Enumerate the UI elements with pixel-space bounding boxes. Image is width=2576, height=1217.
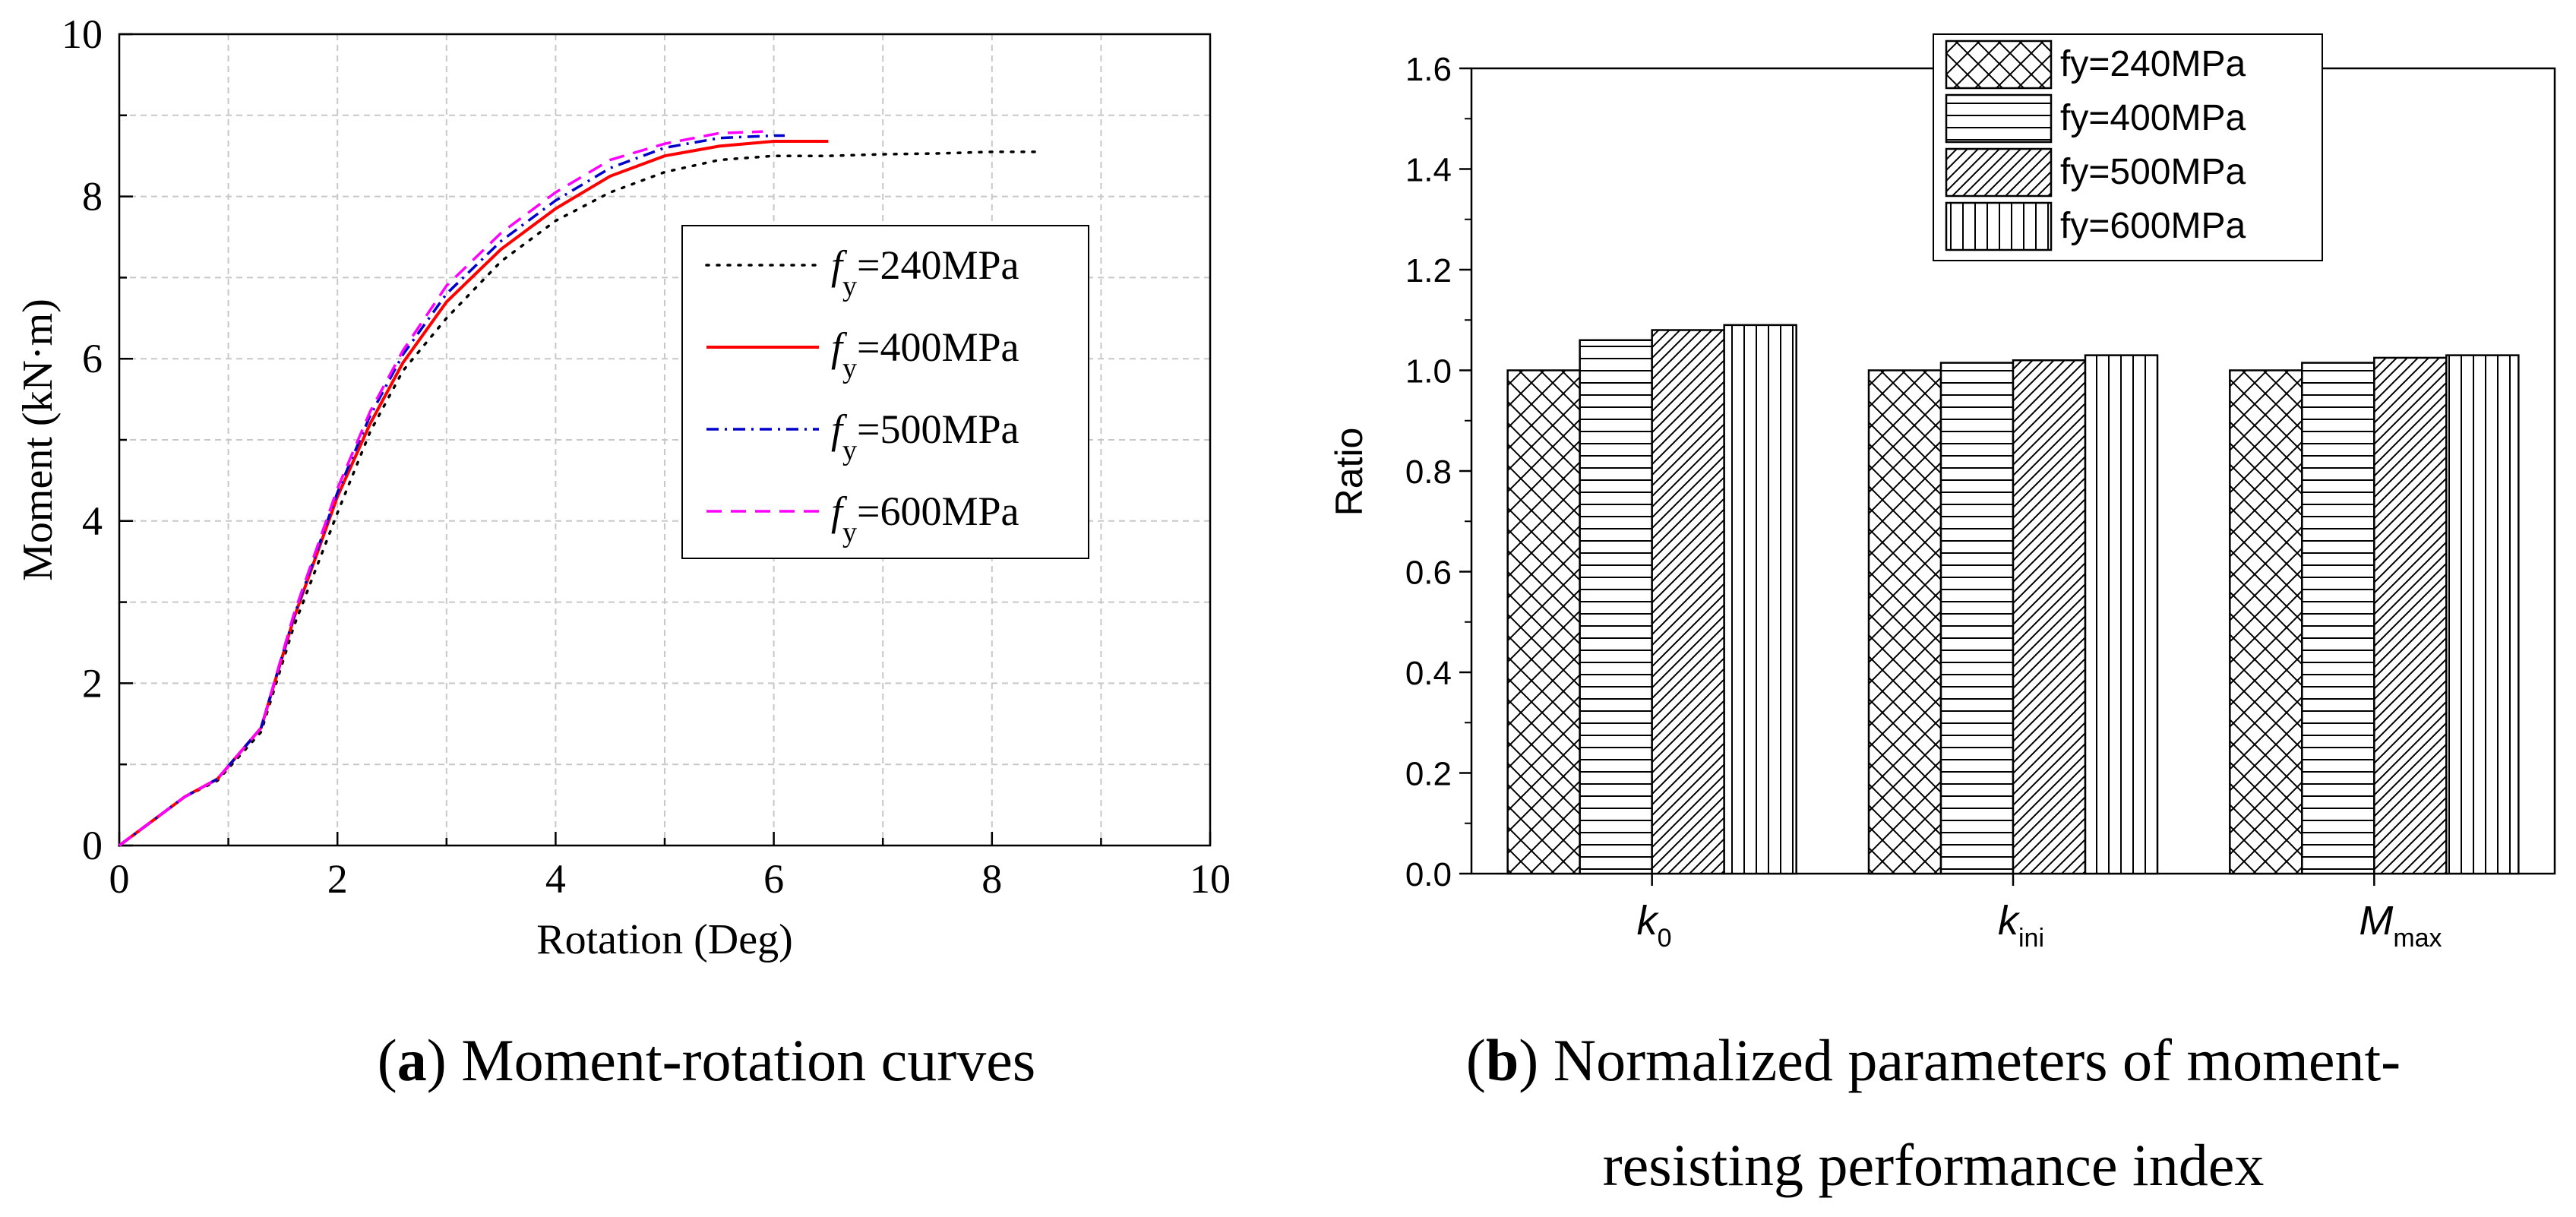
y-tick-label: 0.0 xyxy=(1405,856,1452,893)
legend-swatch xyxy=(1945,147,2053,198)
caption-b-line2: resisting performance index xyxy=(1603,1132,2265,1198)
bars xyxy=(1506,324,2520,875)
y-tick-label: 8 xyxy=(82,174,103,220)
series-line-fy240mpa xyxy=(118,150,1037,847)
legend-label: fy=600MPa xyxy=(2060,206,2246,246)
legend-swatch xyxy=(1945,201,2053,251)
x-category-label: kini xyxy=(1998,898,2044,953)
x-tick-label: 0 xyxy=(109,856,130,902)
x-axis-ticks: 0 2 4 6 8 10 xyxy=(109,832,1231,902)
legend-label: fy=240MPa xyxy=(2060,44,2246,84)
bar-kini-fy500mpa xyxy=(2012,359,2087,875)
bar-mmax-fy600mpa xyxy=(2445,354,2520,875)
legend-label: fy=500MPa xyxy=(2060,152,2246,192)
caption-b-line1: (b) Normalized parameters of moment- xyxy=(1466,1027,2401,1093)
y-tick-label: 0.4 xyxy=(1405,655,1452,692)
y-axis-label: Moment (kN·m) xyxy=(14,299,62,581)
y-tick-label: 0.6 xyxy=(1405,555,1452,592)
y-tick-label: 6 xyxy=(82,336,103,381)
x-category-label: Mmax xyxy=(2359,898,2442,953)
x-tick-label: 4 xyxy=(545,856,566,902)
y-tick-label: 0.2 xyxy=(1405,756,1452,793)
bar-k0-fy400mpa xyxy=(1579,339,1653,875)
y-tick-label: 1.2 xyxy=(1405,252,1452,289)
y-axis-label: Ratio xyxy=(1328,428,1370,517)
y-tick-label: 1.6 xyxy=(1405,51,1452,88)
y-tick-label: 10 xyxy=(62,11,103,57)
moment-rotation-chart: 0 2 4 6 8 10 0 2 4 6 8 10 Rotation (Deg) Moment (k… xyxy=(14,11,1231,1093)
x-category-label: k0 xyxy=(1637,898,1672,953)
caption-a: (a) Moment-rotation curves xyxy=(378,1027,1035,1093)
x-tick-label: 8 xyxy=(981,856,1002,902)
legend-swatch xyxy=(1945,93,2053,144)
bar-k0-fy500mpa xyxy=(1651,329,1725,875)
y-axis-ticks: 0.0 0.2 0.4 0.6 0.8 1.0 1.2 1.4 1.6 xyxy=(1405,51,1471,893)
y-tick-label: 1.4 xyxy=(1405,152,1452,189)
bar-kini-fy400mpa xyxy=(1939,362,2015,875)
x-axis-label: Rotation (Deg) xyxy=(536,916,792,963)
bar-k0-fy600mpa xyxy=(1723,324,1797,875)
legend: fy=240MPa fy=400MPa fy=500MPa fy=600MPa xyxy=(1933,33,2323,261)
bar-k0-fy240mpa xyxy=(1506,369,1581,875)
y-tick-label: 2 xyxy=(82,660,103,706)
series-lines xyxy=(118,130,1037,847)
legend-box xyxy=(681,225,1089,559)
bar-mmax-fy500mpa xyxy=(2373,356,2448,875)
x-tick-label: 10 xyxy=(1190,856,1231,902)
bar-mmax-fy240mpa xyxy=(2229,369,2303,875)
bar-kini-fy240mpa xyxy=(1867,369,1942,875)
normalized-parameters-chart: 0.0 0.2 0.4 0.6 0.8 1.0 1.2 1.4 1.6 k0 kini Mmax R… xyxy=(1328,33,2556,1198)
x-axis-categories: k0 kini Mmax xyxy=(1637,874,2442,953)
y-axis-ticks: 0 2 4 6 8 10 xyxy=(62,11,133,868)
legend-label: fy=400MPa xyxy=(831,324,1019,384)
series-line-fy600mpa xyxy=(118,130,763,847)
legend-label: fy=600MPa xyxy=(831,488,1019,548)
legend-swatch xyxy=(1945,40,2053,90)
x-tick-label: 2 xyxy=(327,856,348,902)
y-tick-label: 1.0 xyxy=(1405,353,1452,390)
x-tick-label: 6 xyxy=(763,856,784,902)
bar-kini-fy600mpa xyxy=(2084,354,2159,875)
y-tick-label: 0.8 xyxy=(1405,454,1452,491)
legend-label: fy=400MPa xyxy=(2060,98,2246,138)
y-tick-label: 0 xyxy=(82,823,103,868)
y-tick-label: 4 xyxy=(82,498,103,544)
bar-mmax-fy400mpa xyxy=(2301,362,2375,875)
